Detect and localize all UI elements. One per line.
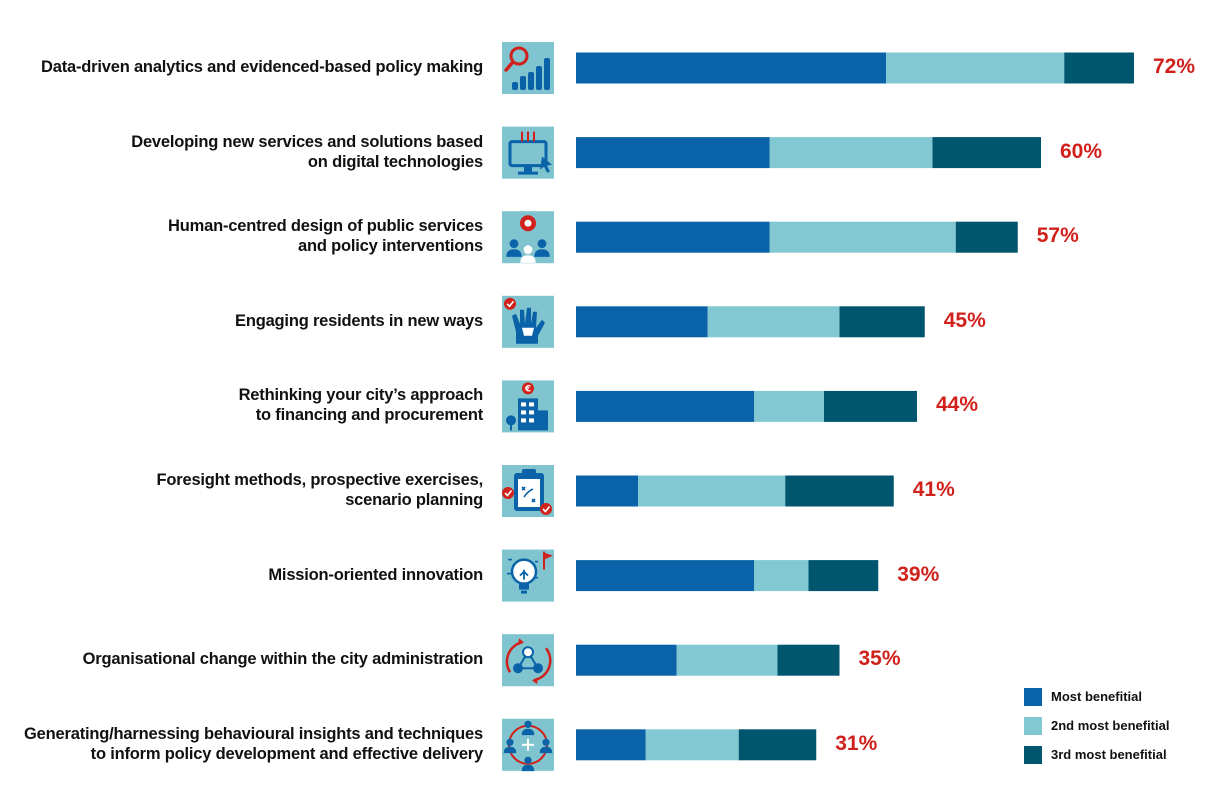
bar-segment-3-row-1 [1064, 52, 1134, 84]
legend-swatch-3rd [1024, 745, 1042, 764]
category-label-5: Rethinking your city’s approach to financ… [0, 385, 484, 425]
category-label-line: Generating/harnessing behavioural insigh… [24, 724, 483, 743]
bar-segment-2-row-5 [754, 390, 824, 422]
category-label-4: Engaging residents in new ways [0, 311, 483, 331]
total-label-7: 39% [897, 562, 940, 586]
legend-label-most: Most benefitial [1051, 689, 1143, 704]
total-label-3: 57% [1036, 224, 1079, 248]
category-label-line: Human-centred design of public services [168, 217, 483, 236]
category-label-7: Mission-oriented innovation [0, 565, 483, 585]
raised-hands-icon [502, 295, 554, 348]
human-centred-design-icon [502, 211, 554, 264]
bar-segment-3-row-5 [824, 390, 917, 422]
category-label-line: Foresight methods, prospective exercises… [156, 471, 483, 489]
category-label-line: Mission-oriented innovation [268, 565, 483, 584]
financing-building-icon: € [502, 380, 554, 433]
category-label-6: Foresight methods, prospective exercises… [0, 470, 483, 510]
category-label-line: to financing and procurement [255, 406, 483, 425]
total-label-4: 45% [943, 308, 986, 332]
bar-segment-3-row-7 [808, 560, 879, 592]
bar-segment-2-row-1 [886, 52, 1065, 84]
bar-segment-1-row-3 [576, 221, 770, 253]
lightbulb-flag-icon [502, 549, 554, 602]
digital-monitor-icon [502, 126, 554, 179]
category-label-line: and policy interventions [298, 237, 483, 256]
category-label-8: Organisational change within the city ad… [0, 649, 484, 669]
bar-segment-1-row-2 [576, 137, 770, 169]
bar-segment-2-row-2 [769, 137, 933, 169]
bar-segment-1-row-5 [576, 390, 755, 422]
people-network-icon [502, 718, 554, 772]
legend-item-3rd: 3rd most benefitial [1024, 740, 1169, 769]
total-label-8: 35% [858, 647, 901, 671]
bar-segment-2-row-9 [645, 729, 739, 761]
legend-label-3rd: 3rd most benefitial [1051, 747, 1167, 762]
total-label-2: 60% [1060, 139, 1103, 163]
org-change-cycle-icon [502, 634, 554, 687]
total-label-9: 31% [835, 731, 878, 755]
bar-segment-2-row-6 [638, 475, 786, 507]
category-label-line: Developing new services and solutions ba… [131, 132, 483, 151]
category-label-line: Organisational change within the city ad… [82, 650, 484, 669]
category-label-line: on digital technologies [307, 152, 483, 171]
bar-segment-3-row-3 [955, 221, 1018, 253]
bar-segment-2-row-3 [769, 221, 956, 253]
bar-segment-3-row-8 [777, 644, 840, 676]
total-label-1: 72% [1153, 55, 1196, 78]
bar-segment-2-row-8 [676, 644, 778, 676]
bar-segment-2-row-4 [707, 306, 840, 338]
bar-segment-2-row-7 [754, 560, 809, 592]
legend-item-2nd: 2nd most benefitial [1024, 711, 1169, 740]
bar-segment-1-row-7 [576, 560, 755, 592]
legend-swatch-2nd [1024, 716, 1042, 735]
legend-swatch-most [1024, 687, 1042, 706]
category-label-line: to inform policy development and effecti… [90, 744, 484, 763]
category-label-line: Engaging residents in new ways [235, 311, 483, 330]
legend: Most benefitial 2nd most benefitial 3rd … [1024, 682, 1169, 769]
bar-segment-1-row-4 [576, 306, 708, 338]
bar-segment-3-row-4 [839, 306, 925, 338]
bar-segment-3-row-6 [785, 475, 894, 507]
bar-segment-1-row-8 [576, 644, 677, 676]
svg-text:€: € [524, 384, 531, 394]
category-label-2: Developing new services and solutions ba… [0, 132, 483, 172]
category-label-line: scenario planning [345, 491, 483, 509]
category-label-3: Human-centred design of public services a… [0, 216, 483, 256]
analytics-magnifier-icon [502, 42, 554, 94]
total-label-6: 41% [912, 478, 955, 501]
legend-label-2nd: 2nd most benefitial [1051, 718, 1170, 733]
bar-segment-1-row-6 [576, 475, 638, 507]
legend-item-most: Most benefitial [1024, 682, 1169, 711]
category-label-line: Data-driven analytics and evidenced-base… [41, 58, 483, 76]
category-label-1: Data-driven analytics and evidenced-base… [0, 57, 483, 77]
bar-segment-3-row-9 [738, 729, 817, 761]
total-label-5: 44% [936, 393, 979, 417]
category-label-9: Generating/harnessing behavioural insigh… [0, 724, 483, 764]
foresight-clipboard-icon [502, 465, 554, 517]
bar-segment-1-row-1 [576, 52, 886, 84]
bar-segment-1-row-9 [576, 729, 646, 761]
category-label-line: Rethinking your city’s approach [238, 386, 484, 405]
bar-segment-3-row-2 [932, 137, 1041, 169]
